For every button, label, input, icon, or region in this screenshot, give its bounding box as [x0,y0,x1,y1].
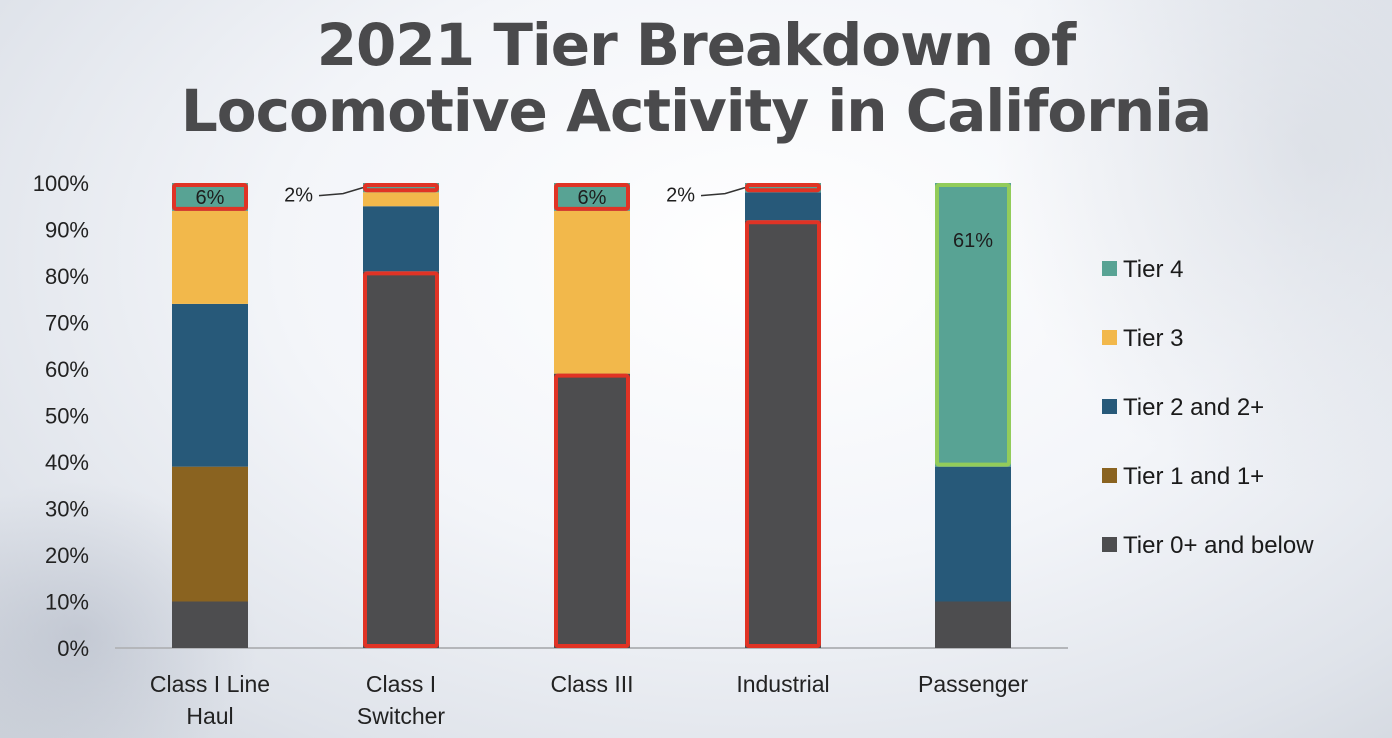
legend-swatch [1102,399,1117,414]
bar-segment-tier-4 [172,183,248,211]
x-tick-label: Industrial [736,671,829,697]
bar-segment-tier-0-and-below [745,220,821,648]
highlight-box-green [935,183,1011,467]
x-tick-label: Class III [550,671,633,697]
legend-label: Tier 2 and 2+ [1123,394,1264,421]
data-label: 6% [196,187,225,209]
bar-class-i-line-haul [172,183,248,648]
bar-segment-tier-2-and-2 [172,303,248,467]
highlight-box-red [363,183,439,193]
highlight-box-red [172,183,248,211]
x-tick-label: Class I Line [150,671,270,697]
legend-swatch [1102,330,1117,345]
bar-segment-tier-3 [363,192,439,207]
y-tick-label: 80% [45,264,89,289]
bar-segment-tier-2-and-2 [935,466,1011,602]
bar-segment-tier-3 [172,210,248,304]
y-tick-label: 40% [45,450,89,475]
bar-segment-tier-3 [554,210,630,374]
legend-item-tier-0-and-below: Tier 0+ and below [1102,532,1314,559]
legend-swatch [1102,468,1117,483]
bar-class-iii [554,183,630,648]
bar-segment-tier-4 [935,183,1011,467]
chart-title-line-2: Locomotive Activity in California [180,77,1212,145]
legend: Tier 4 Tier 3 Tier 2 and 2+ Tier 1 and 1+ Ti… [1102,256,1314,559]
callout-leader-line [700,186,746,197]
legend-item-tier-2-and-2: Tier 2 and 2+ [1102,394,1264,421]
y-tick-label: 60% [45,357,89,382]
bar-class-i-switcher [363,183,439,648]
highlight-boxes [172,183,1011,648]
legend-item-tier-3: Tier 3 [1102,325,1183,352]
bar-industrial [745,183,821,648]
y-tick-label: 50% [45,404,89,429]
highlight-box-red [554,183,630,211]
highlight-box-red [363,271,439,648]
x-tick-label: Passenger [918,671,1028,697]
y-tick-label: 10% [45,590,89,615]
highlight-box-red [745,220,821,648]
bar-passenger [935,183,1011,648]
x-tick-label: Class I [366,671,436,697]
x-axis-labels: Class I Line Haul Class I Switcher Class III… [150,671,1028,729]
bar-segment-tier-4 [363,183,439,193]
bar-segment-tier-0-and-below [172,601,248,648]
legend-label: Tier 3 [1123,325,1183,352]
highlight-box-red [745,183,821,193]
data-label: 6% [578,187,607,209]
bar-segment-tier-2-and-2 [363,206,439,272]
data-labels: 6% 2% 6% 2% 61% [196,185,994,252]
data-label: 2% [284,185,313,207]
y-tick-label: 20% [45,543,89,568]
legend-swatch [1102,537,1117,552]
y-tick-label: 70% [45,311,89,336]
legend-label: Tier 4 [1123,256,1183,283]
y-tick-label: 0% [57,636,89,661]
highlight-box-red [554,373,630,648]
bar-segment-tier-1-and-1 [172,466,248,602]
bars [172,183,1011,648]
legend-label: Tier 0+ and below [1123,532,1314,559]
bar-segment-tier-2-and-2 [745,192,821,221]
legend-swatch [1102,261,1117,276]
y-tick-label: 90% [45,218,89,243]
chart-title: 2021 Tier Breakdown of Locomotive Activi… [0,12,1392,144]
callout-leader-line [318,186,364,197]
chart-title-line-1: 2021 Tier Breakdown of [316,11,1077,79]
y-tick-label: 100% [33,171,89,196]
data-label: 2% [666,185,695,207]
bar-segment-tier-4 [745,183,821,193]
bar-segment-tier-4 [554,183,630,211]
y-tick-label: 30% [45,497,89,522]
bar-segment-tier-0-and-below [554,373,630,648]
x-tick-label: Switcher [357,703,446,729]
y-axis: 0% 10% 20% 30% 40% 50% 60% 70% 80% 90% 100% [33,171,89,661]
data-label: 61% [953,230,993,252]
x-tick-label: Haul [186,703,233,729]
legend-item-tier-1-and-1: Tier 1 and 1+ [1102,463,1264,490]
legend-item-tier-4: Tier 4 [1102,256,1183,283]
background-shading-right [992,0,1392,500]
bar-segment-tier-0-and-below [363,271,439,648]
bar-segment-tier-0-and-below [935,601,1011,648]
legend-label: Tier 1 and 1+ [1123,463,1264,490]
